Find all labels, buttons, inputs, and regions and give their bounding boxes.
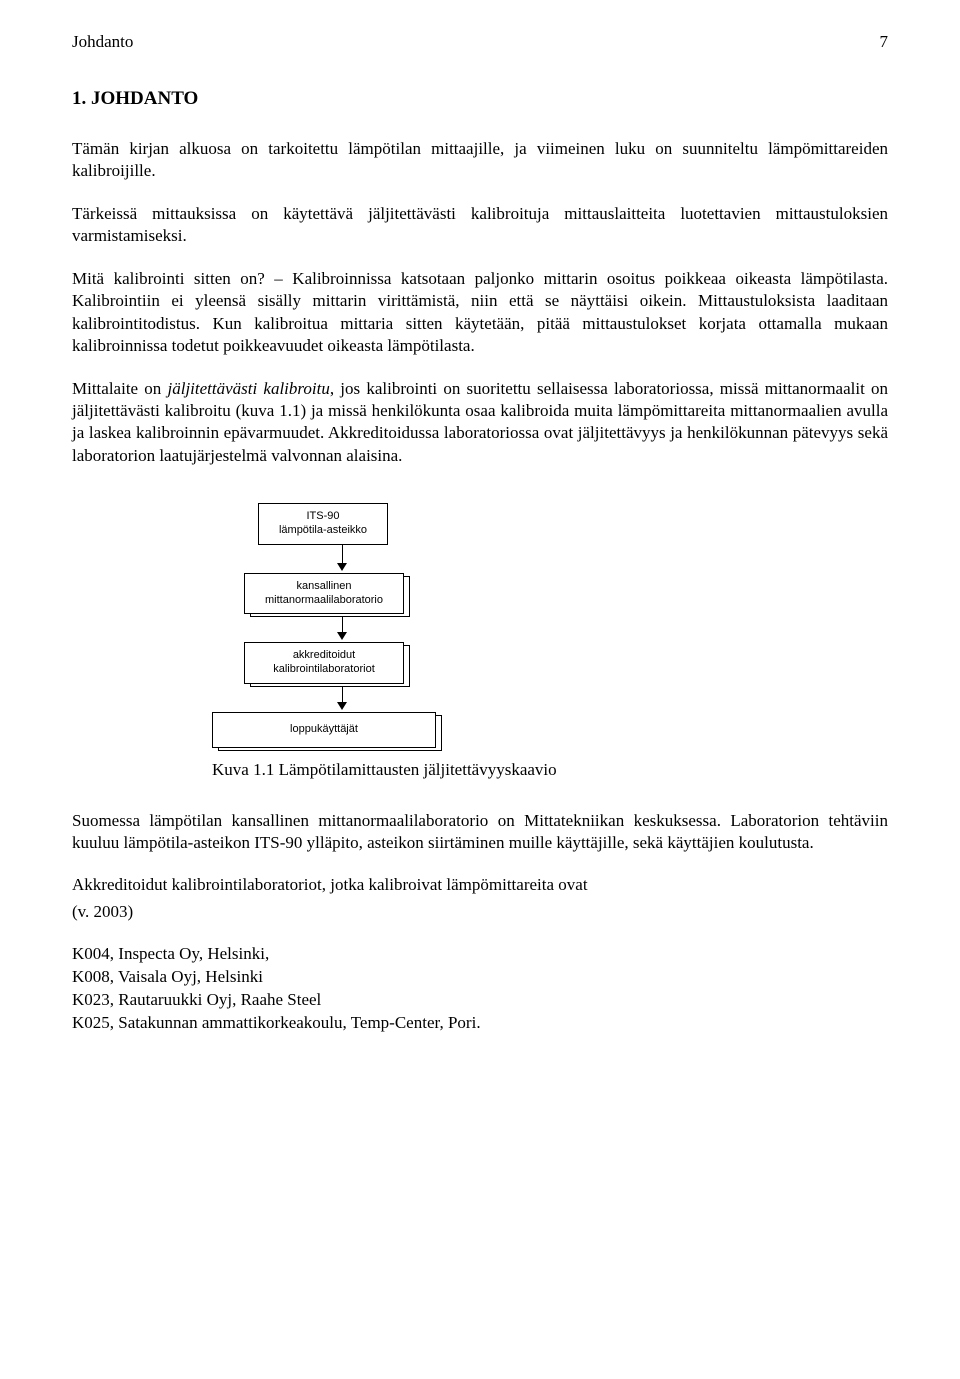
traceability-diagram: ITS-90 lämpötila-asteikko kansallinen mi… — [212, 503, 888, 747]
paragraph-6a: Akkreditoidut kalibrointilaboratoriot, j… — [72, 874, 888, 896]
arrow-3 — [212, 684, 472, 712]
box4-text: loppukäyttäjät — [221, 723, 427, 737]
paragraph-4: Mittalaite on jäljitettävästi kalibroitu… — [72, 378, 888, 468]
lab-item: K025, Satakunnan ammattikorkeakoulu, Tem… — [72, 1012, 888, 1035]
document-page: Johdanto 7 1. JOHDANTO Tämän kirjan alku… — [0, 0, 960, 1083]
diagram-inner: ITS-90 lämpötila-asteikko kansallinen mi… — [212, 503, 472, 747]
section-heading: 1. JOHDANTO — [72, 88, 888, 110]
box1-line1: ITS-90 — [267, 510, 379, 524]
diagram-box-its90: ITS-90 lämpötila-asteikko — [258, 503, 388, 545]
paragraph-6b: (v. 2003) — [72, 901, 888, 923]
arrow-1 — [212, 545, 472, 573]
box1-line2: lämpötila-asteikko — [267, 524, 379, 538]
arrow-2 — [212, 614, 472, 642]
running-head: Johdanto — [72, 32, 133, 52]
box3-line2: kalibrointilaboratoriot — [253, 663, 395, 677]
lab-item: K023, Rautaruukki Oyj, Raahe Steel — [72, 989, 888, 1012]
arrow-down-icon — [337, 702, 347, 710]
arrow-down-icon — [337, 632, 347, 640]
paragraph-3: Mitä kalibrointi sitten on? – Kalibroinn… — [72, 268, 888, 358]
p4-pre: Mittalaite on — [72, 379, 168, 398]
lab-list: K004, Inspecta Oy, Helsinki, K008, Vaisa… — [72, 943, 888, 1035]
arrow-down-icon — [337, 563, 347, 571]
box2-line2: mittanormaalilaboratorio — [253, 594, 395, 608]
diagram-box-end-users: loppukäyttäjät — [212, 712, 436, 748]
lab-item: K004, Inspecta Oy, Helsinki, — [72, 943, 888, 966]
figure-caption: Kuva 1.1 Lämpötilamittausten jäljitettäv… — [212, 760, 888, 780]
diagram-box-national-lab: kansallinen mittanormaalilaboratorio — [244, 573, 404, 615]
lab-item: K008, Vaisala Oyj, Helsinki — [72, 966, 888, 989]
box3-line1: akkreditoidut — [253, 649, 395, 663]
paragraph-2: Tärkeissä mittauksissa on käytettävä jäl… — [72, 203, 888, 248]
diagram-box-accredited-labs: akkreditoidut kalibrointilaboratoriot — [244, 642, 404, 684]
p4-emphasis: jäljitettävästi kalibroitu — [168, 379, 330, 398]
paragraph-5: Suomessa lämpötilan kansallinen mittanor… — [72, 810, 888, 855]
page-number: 7 — [880, 32, 889, 52]
paragraph-1: Tämän kirjan alkuosa on tarkoitettu lämp… — [72, 138, 888, 183]
box2-line1: kansallinen — [253, 580, 395, 594]
page-header: Johdanto 7 — [72, 32, 888, 52]
